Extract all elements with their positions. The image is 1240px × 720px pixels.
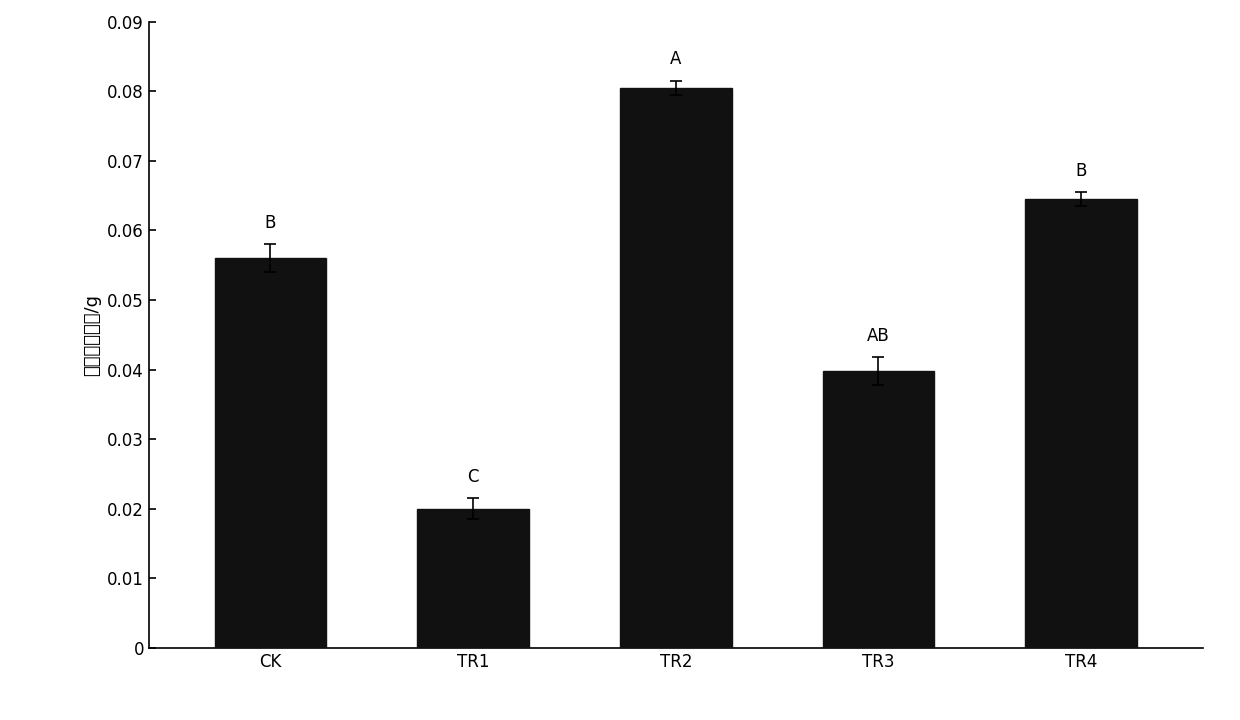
Y-axis label: 叶干重净增量/g: 叶干重净增量/g	[83, 294, 102, 376]
Text: B: B	[264, 214, 277, 232]
Text: A: A	[670, 50, 682, 68]
Bar	[418, 509, 528, 648]
Text: B: B	[1075, 161, 1087, 179]
Bar	[823, 371, 934, 648]
Bar	[620, 88, 732, 648]
Bar	[1025, 199, 1137, 648]
Bar	[215, 258, 326, 648]
Text: AB: AB	[867, 327, 890, 345]
Text: C: C	[467, 468, 479, 486]
